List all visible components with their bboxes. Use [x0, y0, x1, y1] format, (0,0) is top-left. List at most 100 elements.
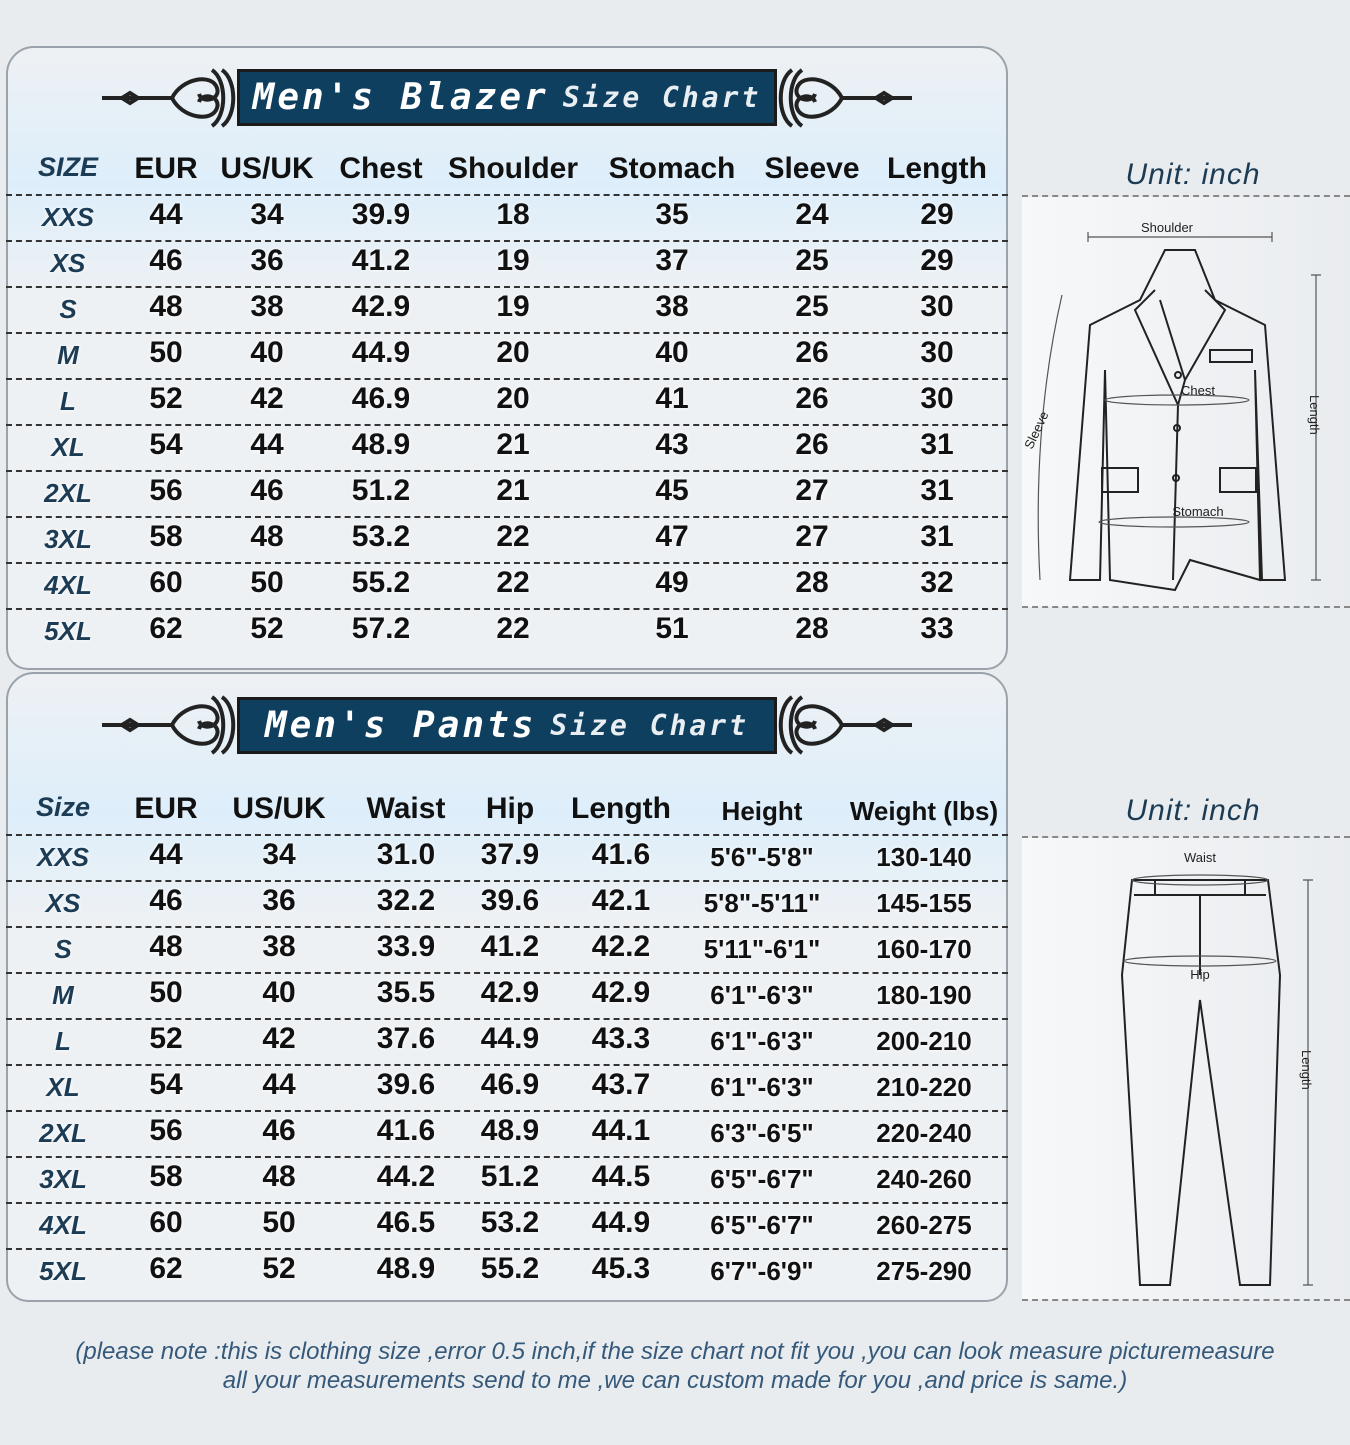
table-cell: 32.2: [376, 884, 436, 917]
table-cell: 19: [496, 290, 530, 323]
table-cell: 240-260: [876, 1164, 972, 1194]
table-row: XL 54 44 39.6 46.9 43.7 6'1"-6'3" 210-220: [6, 1064, 1008, 1110]
pants-title-banner: Men's Pants Size Chart: [237, 697, 777, 754]
pants-subtitle: Size Chart: [550, 709, 749, 742]
table-cell: 44.9: [591, 1206, 651, 1239]
table-cell: 260-275: [876, 1210, 972, 1240]
table-cell: 21: [496, 474, 530, 507]
table-row: XL 54 44 48.9 21 43 26 31: [6, 424, 1008, 470]
table-cell: 275-290: [876, 1256, 972, 1286]
table-cell: 29: [920, 198, 954, 231]
table-cell: 44.9: [480, 1022, 540, 1055]
table-cell: 22: [496, 612, 530, 645]
table-cell: 210-220: [876, 1072, 972, 1102]
table-row: S 48 38 33.9 41.2 42.2 5'11"-6'1" 160-170: [6, 926, 1008, 972]
blazer-title: Men's Blazer: [252, 77, 549, 118]
table-cell: 36: [262, 884, 296, 917]
table-cell: 30: [920, 336, 954, 369]
table-cell: 46: [250, 474, 284, 507]
table-cell: 50: [262, 1206, 296, 1239]
table-row: XS 46 36 32.2 39.6 42.1 5'8"-5'11" 145-155: [6, 880, 1008, 926]
table-cell: 22: [496, 520, 530, 553]
table-cell: 46: [149, 244, 183, 277]
table-cell: 31: [920, 520, 954, 553]
column-header-weight-lbs: Weight (lbs): [849, 796, 999, 826]
pants-title: Men's Pants: [265, 705, 537, 746]
size-label: XS: [45, 888, 81, 918]
table-cell: 27: [795, 520, 829, 553]
table-cell: 24: [795, 198, 829, 231]
stomach-label: Stomach: [1172, 504, 1223, 519]
table-cell: 44.9: [351, 336, 411, 369]
table-cell: 44.2: [376, 1160, 436, 1193]
column-header-chest: Chest: [339, 152, 423, 185]
blazer-title-banner: Men's Blazer Size Chart: [237, 69, 777, 126]
size-label: 2XL: [39, 1118, 87, 1148]
size-label: XS: [50, 248, 86, 278]
table-cell: 39.6: [480, 884, 540, 917]
table-row: XXS 44 34 31.0 37.9 41.6 5'6"-5'8" 130-140: [6, 834, 1008, 880]
column-header-stomach: Stomach: [608, 152, 736, 185]
table-cell: 48: [149, 930, 183, 963]
length-label: Length: [1307, 395, 1322, 435]
table-cell: 34: [262, 838, 296, 871]
table-cell: 25: [795, 244, 829, 277]
sleeve-label: Sleeve: [1021, 409, 1051, 451]
table-cell: 51.2: [351, 474, 411, 507]
size-label: 4XL: [39, 1210, 87, 1240]
table-cell: 60: [149, 566, 183, 599]
table-cell: 42.9: [480, 976, 540, 1009]
table-cell: 34: [250, 198, 284, 231]
table-cell: 53.2: [480, 1206, 540, 1239]
size-label: L: [60, 386, 76, 416]
table-cell: 52: [149, 1022, 183, 1055]
table-cell: 58: [149, 520, 183, 553]
table-cell: 6'3"-6'5": [710, 1118, 814, 1148]
table-cell: 160-170: [876, 934, 972, 964]
table-cell: 6'7"-6'9": [710, 1256, 814, 1286]
table-cell: 49: [655, 566, 689, 599]
table-cell: 41.6: [591, 838, 651, 871]
table-cell: 50: [149, 976, 183, 1009]
table-cell: 62: [149, 1252, 183, 1285]
table-cell: 56: [149, 1114, 183, 1147]
column-header-us-uk: US/UK: [220, 152, 314, 185]
size-label: 3XL: [39, 1164, 87, 1194]
table-row: 2XL 56 46 41.6 48.9 44.1 6'3"-6'5" 220-240: [6, 1110, 1008, 1156]
table-cell: 30: [920, 290, 954, 323]
size-label: XL: [51, 432, 85, 462]
table-cell: 54: [149, 1068, 183, 1101]
table-cell: 48.9: [480, 1114, 540, 1147]
table-cell: 18: [496, 198, 530, 231]
table-cell: 48: [262, 1160, 296, 1193]
column-header-length: Length: [571, 792, 671, 825]
table-cell: 52: [149, 382, 183, 415]
ornament-left-icon: [102, 695, 236, 755]
table-cell: 26: [795, 428, 829, 461]
table-cell: 48: [250, 520, 284, 553]
table-row: 3XL 58 48 44.2 51.2 44.5 6'5"-6'7" 240-260: [6, 1156, 1008, 1202]
table-cell: 44: [250, 428, 284, 461]
table-cell: 53.2: [351, 520, 411, 553]
table-cell: 180-190: [876, 980, 972, 1010]
table-cell: 28: [795, 566, 829, 599]
column-header-shoulder: Shoulder: [447, 152, 579, 185]
table-cell: 44: [262, 1068, 296, 1101]
hip-label: Hip: [1190, 967, 1210, 982]
table-cell: 51: [655, 612, 689, 645]
shoulder-label: Shoulder: [1141, 220, 1194, 235]
table-cell: 43: [655, 428, 689, 461]
table-row: M 50 40 35.5 42.9 42.9 6'1"-6'3" 180-190: [6, 972, 1008, 1018]
column-header-size: Size: [35, 792, 91, 822]
size-label: M: [57, 340, 79, 370]
table-cell: 130-140: [876, 842, 972, 872]
table-cell: 39.6: [376, 1068, 436, 1101]
table-cell: 44.5: [591, 1160, 651, 1193]
table-cell: 29: [920, 244, 954, 277]
table-cell: 41.2: [351, 244, 411, 277]
table-cell: 26: [795, 336, 829, 369]
table-cell: 33.9: [376, 930, 436, 963]
table-row: 4XL 60 50 46.5 53.2 44.9 6'5"-6'7" 260-275: [6, 1202, 1008, 1248]
table-cell: 5'6"-5'8": [710, 842, 814, 872]
table-cell: 45: [655, 474, 689, 507]
